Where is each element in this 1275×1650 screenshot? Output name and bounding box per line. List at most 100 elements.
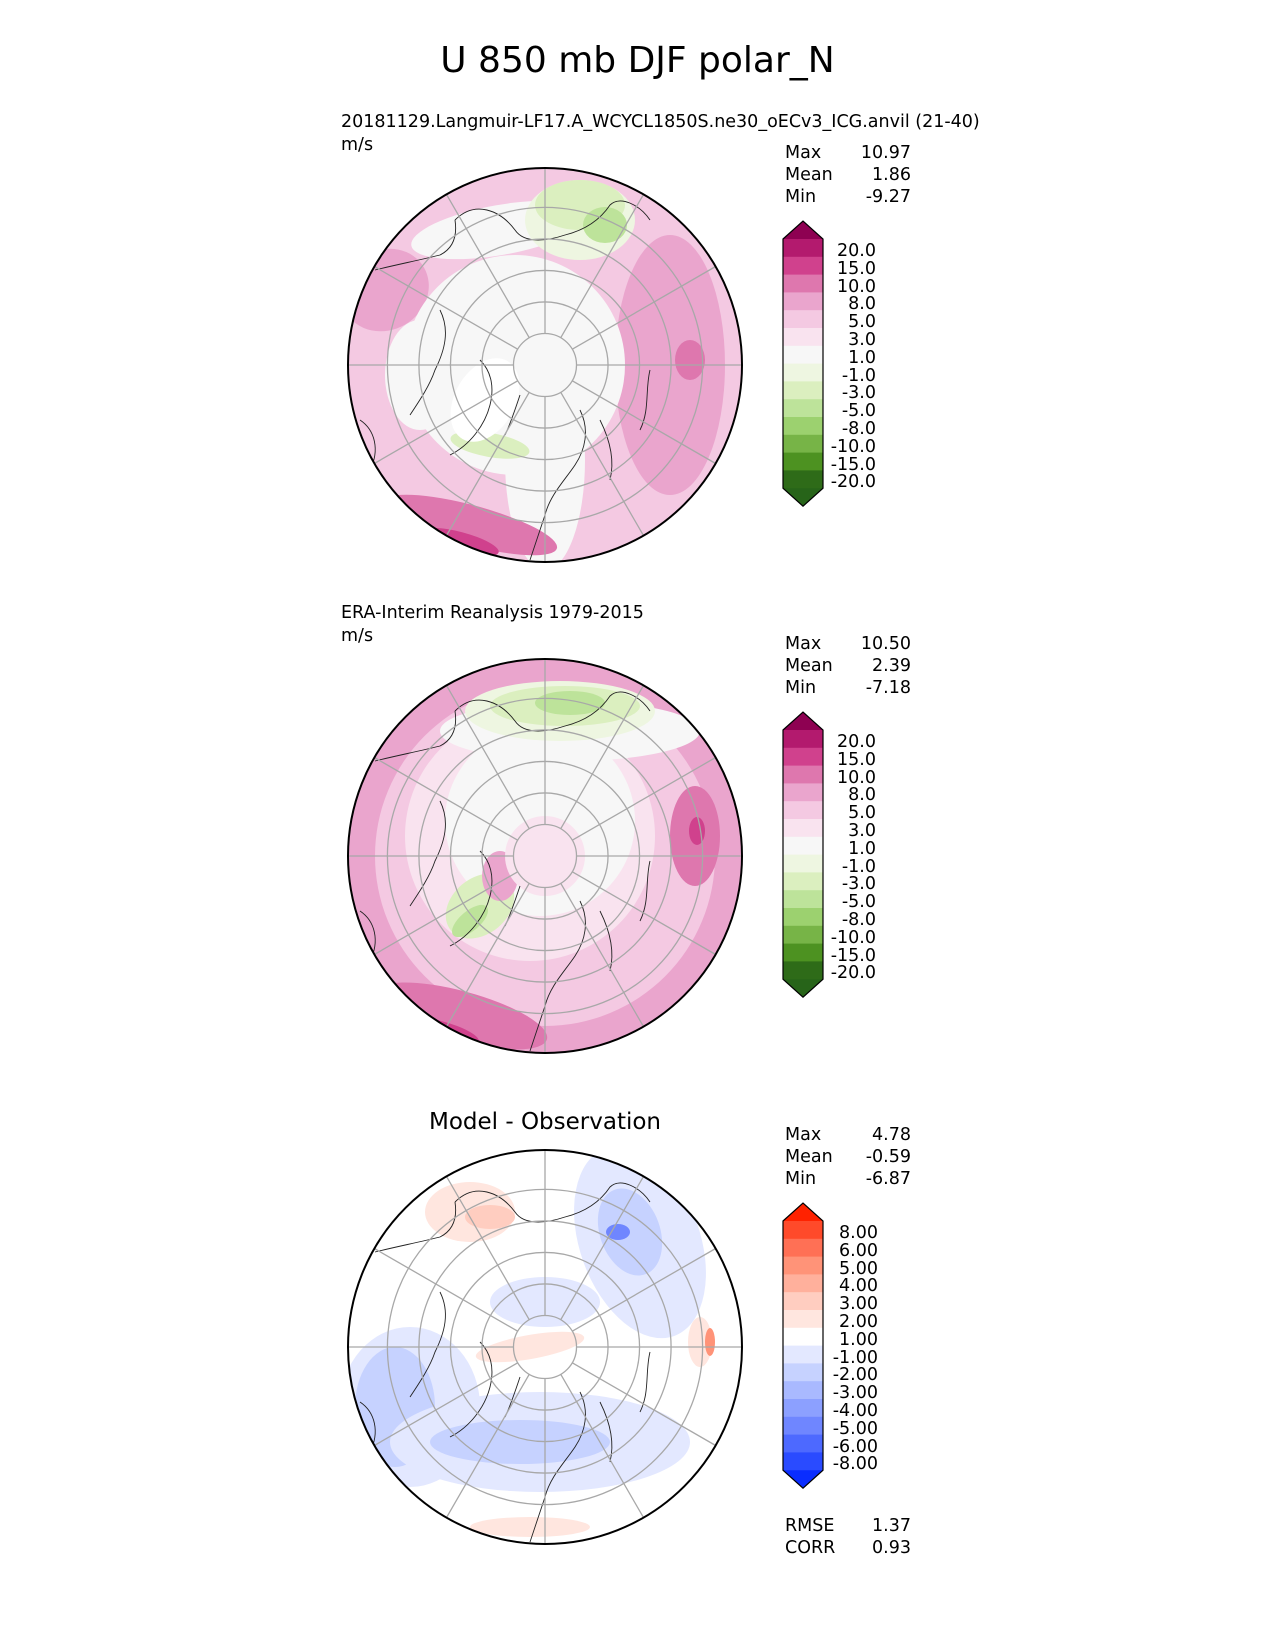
colorbar-tick-label: -10.0	[830, 927, 876, 948]
colorbar-segment	[783, 765, 823, 784]
colorbar-segment	[783, 363, 823, 382]
colorbar-tick-label: 2.00	[839, 1311, 878, 1332]
colorbar-segment	[783, 1292, 823, 1311]
colorbar-tick-label: -6.00	[832, 1436, 878, 1457]
colorbar-segment	[783, 819, 823, 838]
colorbar-tick-label: -5.0	[841, 892, 876, 913]
colorbar-segment	[783, 1327, 823, 1346]
stat-min: Min -7.18	[785, 678, 911, 698]
colorbar-tick-label: -3.00	[832, 1383, 878, 1404]
panel2-colorbar-labels: 20.0 15.0 10.0 8.0 5.0 3.0 1.0 -1.0 -3.0 -5.0 -8.0…	[822, 732, 876, 984]
contour-region	[535, 691, 605, 715]
colorbar-extend-max	[783, 1203, 823, 1221]
colorbar-tick-label: 6.00	[839, 1240, 878, 1261]
colorbar-tick-label: -20.0	[830, 472, 876, 493]
colorbar-tick-label: 8.0	[848, 785, 876, 806]
colorbar-tick-label: 1.0	[848, 347, 876, 368]
panel1-colorbar	[782, 220, 824, 508]
colorbar-segment	[783, 1434, 823, 1453]
colorbar-tick-label: 3.0	[848, 329, 876, 350]
colorbar-tick-label: -5.00	[832, 1418, 878, 1439]
colorbar-tick-label: -8.0	[841, 418, 876, 439]
map-boundary	[347, 167, 743, 563]
colorbar-segment	[783, 345, 823, 364]
colorbar-tick-label: 3.0	[848, 820, 876, 841]
colorbar-segment	[783, 1363, 823, 1382]
colorbar-segment	[783, 328, 823, 347]
colorbar-segment	[783, 1381, 823, 1400]
colorbar-segment	[783, 452, 823, 471]
contour-region	[583, 207, 627, 243]
contour-region	[689, 817, 705, 845]
colorbar-segment	[783, 381, 823, 400]
stat-min: Min -9.27	[785, 187, 911, 207]
field-shading	[348, 168, 742, 562]
panel1-colorbar-labels: 20.0 15.0 10.0 8.0 5.0 3.0 1.0 -1.0 -3.0 -5.0 -8.0…	[822, 242, 876, 493]
colorbar-tick-label: 5.0	[848, 312, 876, 333]
colorbar-tick-label: -2.00	[832, 1365, 878, 1386]
contour-region	[451, 904, 489, 938]
panel3-stats: Max 4.78 Mean -0.59 Min -6.87	[785, 1124, 911, 1190]
panel3-error-stats: RMSE 1.37 CORR 0.93	[785, 1515, 911, 1559]
contour-region	[688, 1317, 712, 1367]
panel3-polar-map	[347, 1149, 743, 1545]
colorbar-tick-label: 15.0	[837, 258, 876, 279]
colorbar-tick-label: 3.00	[839, 1294, 878, 1315]
colorbar-segment	[783, 854, 823, 873]
contour-region	[465, 1205, 515, 1229]
graticule	[348, 659, 742, 1053]
stat-mean: Mean 2.39	[785, 656, 911, 676]
colorbar-tick-label: -20.0	[830, 963, 876, 984]
colorbar-tick-label: 5.0	[848, 803, 876, 824]
panel3-colorbar-labels: 8.00 6.00 5.00 4.00 3.00 2.00 1.00 -1.00 -2.00 -3…	[824, 1223, 878, 1475]
stat-rmse: RMSE 1.37	[785, 1516, 911, 1536]
colorbar-tick-label: 8.00	[839, 1223, 878, 1243]
colorbar-tick-label: 10.0	[837, 767, 876, 788]
colorbar-segment	[783, 310, 823, 329]
colorbar-segment	[783, 292, 823, 311]
colorbar-segment	[783, 239, 823, 258]
colorbar-tick-label: 5.00	[839, 1258, 878, 1279]
colorbar-tick-label: 20.0	[837, 732, 876, 752]
colorbar-extend-min	[783, 488, 823, 507]
colorbar-segment	[783, 1221, 823, 1240]
colorbar-tick-label: -1.00	[832, 1347, 878, 1368]
colorbar-tick-label: -5.0	[841, 401, 876, 422]
colorbar-tick-label: -8.00	[832, 1454, 878, 1475]
stat-max: Max 10.97	[785, 143, 911, 163]
contour-region	[475, 1331, 585, 1363]
colorbar-extend-min	[783, 979, 823, 998]
colorbar-outline	[782, 711, 824, 999]
colorbar-segment	[783, 399, 823, 418]
panel1-stats: Max 10.97 Mean 1.86 Min -9.27	[785, 142, 911, 208]
colorbar-tick-label: 8.0	[848, 294, 876, 315]
panel2-units: m/s	[341, 626, 374, 646]
contour-region	[606, 1224, 630, 1240]
contour-region	[675, 340, 705, 380]
contour-region	[470, 1517, 590, 1537]
contour-region	[382, 494, 558, 556]
colorbar-outline	[782, 1202, 824, 1490]
colorbar-segment	[783, 1274, 823, 1293]
colorbar-segment	[783, 417, 823, 436]
map-boundary	[347, 658, 743, 1054]
panel2-subtitle: ERA-Interim Reanalysis 1979-2015	[341, 603, 644, 623]
panel3-colorbar	[782, 1202, 824, 1490]
colorbar-tick-label: -10.0	[830, 436, 876, 457]
colorbar-segment	[783, 925, 823, 944]
panel3-title: Model - Observation	[428, 1109, 662, 1135]
graticule	[348, 1150, 742, 1544]
colorbar-segment	[783, 1256, 823, 1275]
stat-mean: Mean -0.59	[785, 1147, 911, 1167]
colorbar-extend-min	[783, 1470, 823, 1489]
contour-region	[430, 1420, 610, 1464]
colorbar-tick-label: -8.0	[841, 909, 876, 930]
colorbar-segment	[783, 1399, 823, 1418]
colorbar-segment	[783, 890, 823, 909]
colorbar-outline	[782, 220, 824, 508]
graticule	[348, 168, 742, 562]
panel2-polar-map	[347, 658, 743, 1054]
colorbar-tick-label: 1.00	[839, 1329, 878, 1350]
contour-region	[372, 982, 548, 1050]
colorbar-tick-label: -1.0	[841, 365, 876, 386]
